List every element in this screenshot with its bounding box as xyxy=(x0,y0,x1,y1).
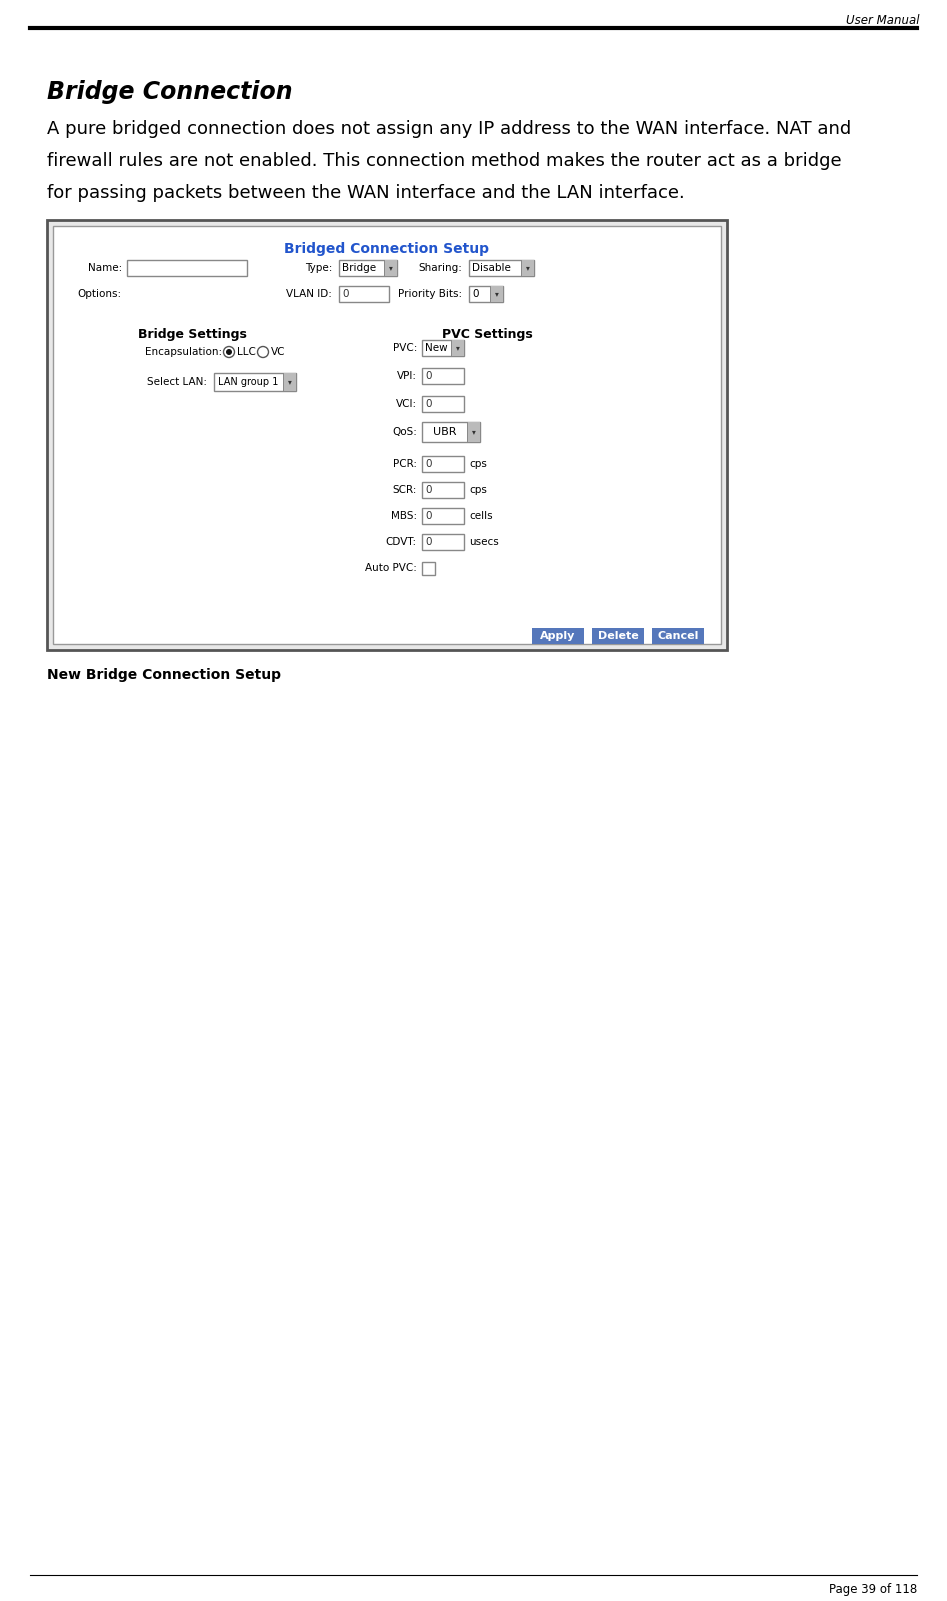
Text: SCR:: SCR: xyxy=(393,485,417,495)
Text: Type:: Type: xyxy=(305,263,332,274)
Text: cps: cps xyxy=(469,459,487,469)
Text: 0: 0 xyxy=(425,459,432,469)
Text: Name:: Name: xyxy=(88,263,122,274)
Text: Select LAN:: Select LAN: xyxy=(147,376,207,387)
Circle shape xyxy=(258,346,269,357)
Text: MBS:: MBS: xyxy=(391,511,417,520)
Bar xyxy=(47,219,727,650)
Bar xyxy=(339,287,389,303)
Text: LLC: LLC xyxy=(237,347,256,357)
Bar xyxy=(283,373,296,391)
Text: New: New xyxy=(425,343,448,352)
Bar xyxy=(521,259,534,275)
Bar xyxy=(53,226,721,644)
Text: PVC Settings: PVC Settings xyxy=(441,328,532,341)
Text: ▾: ▾ xyxy=(388,264,392,272)
Text: Bridge Connection: Bridge Connection xyxy=(47,80,293,104)
Bar xyxy=(422,562,435,575)
Bar xyxy=(422,395,464,411)
Text: CDVT:: CDVT: xyxy=(385,536,417,548)
Bar xyxy=(422,339,464,355)
Text: 0: 0 xyxy=(425,371,432,381)
Text: UBR: UBR xyxy=(433,427,456,437)
Text: Disable: Disable xyxy=(472,263,510,274)
Bar xyxy=(490,287,503,303)
Bar xyxy=(422,456,464,472)
Text: ▾: ▾ xyxy=(456,344,459,352)
Text: Sharing:: Sharing: xyxy=(419,263,462,274)
Bar xyxy=(422,508,464,524)
Text: 0: 0 xyxy=(342,290,348,299)
Bar xyxy=(384,259,397,275)
Text: ▾: ▾ xyxy=(288,378,292,386)
Text: 0: 0 xyxy=(472,290,478,299)
Text: Auto PVC:: Auto PVC: xyxy=(366,564,417,573)
Bar xyxy=(451,339,464,355)
Text: QoS:: QoS: xyxy=(392,427,417,437)
Text: VCI:: VCI: xyxy=(396,399,417,408)
Text: 0: 0 xyxy=(425,511,432,520)
Bar xyxy=(214,373,296,391)
Bar xyxy=(422,368,464,384)
Text: Options:: Options: xyxy=(78,290,122,299)
Text: Bridged Connection Setup: Bridged Connection Setup xyxy=(284,242,490,256)
Text: Bridge Settings: Bridge Settings xyxy=(137,328,246,341)
Text: A pure bridged connection does not assign any IP address to the WAN interface. N: A pure bridged connection does not assig… xyxy=(47,120,851,138)
Text: 0: 0 xyxy=(425,485,432,495)
Text: VPI:: VPI: xyxy=(397,371,417,381)
Text: Priority Bits:: Priority Bits: xyxy=(398,290,462,299)
Text: cells: cells xyxy=(469,511,492,520)
Text: ▾: ▾ xyxy=(472,427,475,437)
Text: Encapsulation:: Encapsulation: xyxy=(145,347,222,357)
Text: Bridge: Bridge xyxy=(342,263,376,274)
Text: Cancel: Cancel xyxy=(657,631,699,640)
Text: firewall rules are not enabled. This connection method makes the router act as a: firewall rules are not enabled. This con… xyxy=(47,152,842,170)
Bar xyxy=(422,423,480,442)
Text: LAN group 1: LAN group 1 xyxy=(219,376,278,387)
Bar xyxy=(532,628,584,644)
Text: PVC:: PVC: xyxy=(393,343,417,352)
Text: VLAN ID:: VLAN ID: xyxy=(286,290,332,299)
Bar xyxy=(469,287,503,303)
Bar xyxy=(339,259,397,275)
Bar xyxy=(652,628,704,644)
Bar xyxy=(467,423,480,442)
Circle shape xyxy=(226,349,232,355)
Bar xyxy=(592,628,644,644)
Text: VC: VC xyxy=(271,347,285,357)
Text: Page 39 of 118: Page 39 of 118 xyxy=(829,1583,917,1596)
Text: 0: 0 xyxy=(425,399,432,408)
Text: ▾: ▾ xyxy=(526,264,529,272)
Text: usecs: usecs xyxy=(469,536,499,548)
Text: cps: cps xyxy=(469,485,487,495)
Text: ▾: ▾ xyxy=(494,290,498,298)
Bar xyxy=(422,535,464,551)
Text: New Bridge Connection Setup: New Bridge Connection Setup xyxy=(47,668,281,682)
Text: Delete: Delete xyxy=(598,631,638,640)
Text: 0: 0 xyxy=(425,536,432,548)
Bar xyxy=(422,482,464,498)
Text: Apply: Apply xyxy=(541,631,576,640)
Bar xyxy=(469,259,534,275)
Text: for passing packets between the WAN interface and the LAN interface.: for passing packets between the WAN inte… xyxy=(47,184,685,202)
Text: User Manual: User Manual xyxy=(847,14,920,27)
Text: PCR:: PCR: xyxy=(393,459,417,469)
Bar xyxy=(127,259,247,275)
Circle shape xyxy=(223,346,235,357)
